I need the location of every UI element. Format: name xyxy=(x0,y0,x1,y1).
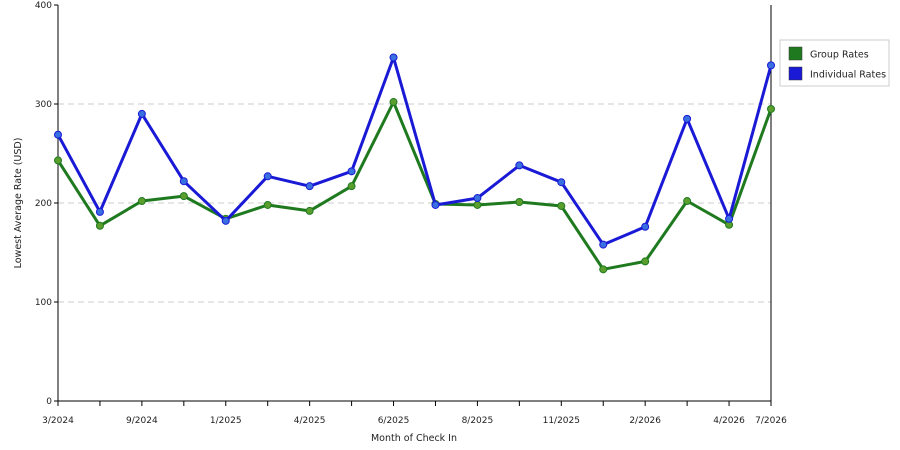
x-tick-label: 8/2025 xyxy=(462,416,494,426)
x-tick-label: 4/2026 xyxy=(713,416,745,426)
series-line-group-rates xyxy=(56,100,773,271)
x-tick-label: 9/2024 xyxy=(126,416,158,426)
data-point-individual-rates xyxy=(599,240,608,249)
data-point-group-rates xyxy=(137,197,146,206)
data-point-individual-rates xyxy=(725,214,734,223)
x-tick-label: 3/2024 xyxy=(42,416,74,426)
legend-label-individual-rates: Individual Rates xyxy=(810,70,886,81)
legend-swatch-group-rates xyxy=(788,46,803,61)
data-point-individual-rates xyxy=(347,167,356,176)
x-tick-label: 11/2025 xyxy=(543,416,580,426)
data-point-individual-rates xyxy=(683,114,692,123)
y-tick-label: 0 xyxy=(46,397,52,407)
y-tick-label: 400 xyxy=(35,1,52,11)
series-lines xyxy=(54,53,775,274)
data-point-individual-rates xyxy=(557,178,566,187)
data-point-individual-rates xyxy=(389,53,398,62)
y-axis-title: Lowest Average Rate (USD) xyxy=(13,138,24,269)
data-point-group-rates xyxy=(683,197,692,206)
data-point-group-rates xyxy=(641,257,650,266)
x-axis-title: Month of Check In xyxy=(371,433,457,444)
axes xyxy=(54,4,772,406)
data-point-group-rates xyxy=(473,200,482,209)
grid-lines xyxy=(58,103,771,303)
data-point-group-rates xyxy=(179,192,188,201)
data-point-individual-rates xyxy=(137,109,146,118)
data-point-individual-rates xyxy=(767,61,775,70)
data-point-group-rates xyxy=(389,98,398,107)
data-point-individual-rates xyxy=(179,177,188,186)
data-point-group-rates xyxy=(515,198,524,207)
data-point-group-rates xyxy=(347,182,356,191)
data-point-individual-rates xyxy=(95,207,104,216)
data-point-individual-rates xyxy=(54,130,62,139)
data-point-individual-rates xyxy=(431,200,440,209)
x-tick-label: 4/2025 xyxy=(294,416,326,426)
data-point-group-rates xyxy=(599,265,608,274)
data-point-group-rates xyxy=(54,156,62,165)
data-point-group-rates xyxy=(263,200,272,209)
legend-label-group-rates: Group Rates xyxy=(810,50,869,61)
y-tick-label: 300 xyxy=(35,100,52,110)
x-tick-label: 7/2026 xyxy=(755,416,787,426)
data-point-group-rates xyxy=(305,206,314,215)
x-tick-label: 1/2025 xyxy=(210,416,242,426)
data-point-individual-rates xyxy=(641,222,650,231)
data-point-group-rates xyxy=(557,201,566,210)
data-point-group-rates xyxy=(95,221,104,230)
data-point-individual-rates xyxy=(515,161,524,170)
x-tick-label: 2/2026 xyxy=(629,416,661,426)
legend-swatch-individual-rates xyxy=(788,66,803,81)
y-tick-label: 200 xyxy=(35,199,52,209)
data-point-group-rates xyxy=(767,104,775,113)
data-point-individual-rates xyxy=(263,172,272,181)
series-line-individual-rates xyxy=(56,56,773,247)
legend: Group Rates Individual Rates xyxy=(779,39,890,87)
y-tick-label: 100 xyxy=(35,298,52,308)
data-point-individual-rates xyxy=(473,194,482,203)
x-tick-label: 6/2025 xyxy=(378,416,410,426)
data-point-individual-rates xyxy=(305,182,314,191)
data-point-individual-rates xyxy=(221,216,230,225)
tick-labels: 0 100 200 300 400 3/2024 9/2024 1/2025 4/2025 6/2… xyxy=(35,1,787,426)
